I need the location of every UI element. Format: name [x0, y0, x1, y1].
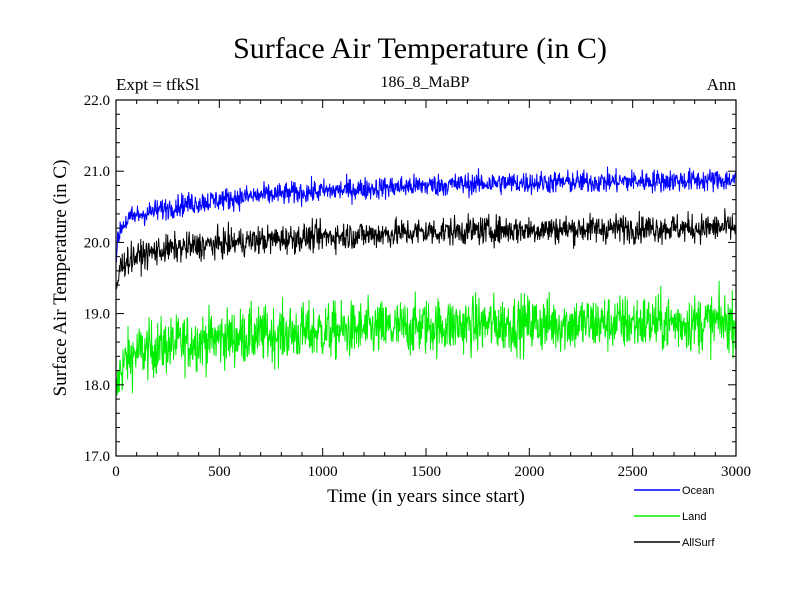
legend-label-ocean: Ocean [682, 485, 714, 497]
chart-subtitle-right: Ann [707, 75, 737, 94]
y-tick-label: 22.0 [84, 93, 110, 109]
x-tick-label: 0 [112, 464, 120, 480]
x-tick-label: 2500 [618, 464, 648, 480]
series-allsurf-line [116, 208, 736, 290]
legend: Ocean Land AllSurf [634, 485, 715, 549]
series-land-line [116, 280, 736, 396]
x-tick-label: 1000 [308, 464, 338, 480]
chart-title: Surface Air Temperature (in C) [233, 32, 607, 65]
y-tick-label: 19.0 [84, 307, 110, 323]
x-axis-label: Time (in years since start) [327, 486, 525, 507]
chart-subtitle-left: Expt = tfkSl [116, 75, 200, 94]
legend-label-allsurf: AllSurf [682, 537, 715, 549]
y-tick-label: 18.0 [84, 378, 110, 394]
tick-layer: 0 500 1000 1500 2000 2500 3000 17.0 18.0 19.0 20.0… [84, 93, 751, 480]
series-ocean-line [116, 166, 736, 263]
x-tick-label: 500 [208, 464, 231, 480]
series-layer [116, 166, 736, 396]
y-tick-label: 17.0 [84, 449, 110, 465]
y-tick-label: 21.0 [84, 164, 110, 180]
y-tick-label: 20.0 [84, 235, 110, 251]
x-tick-label: 1500 [411, 464, 441, 480]
y-axis-label: Surface Air Temperature (in C) [50, 160, 71, 397]
plot-frame [115, 99, 737, 457]
chart-subtitle-center: 186_8_MaBP [381, 74, 470, 91]
x-tick-label: 3000 [721, 464, 751, 480]
x-tick-label: 2000 [514, 464, 544, 480]
legend-label-land: Land [682, 511, 706, 523]
